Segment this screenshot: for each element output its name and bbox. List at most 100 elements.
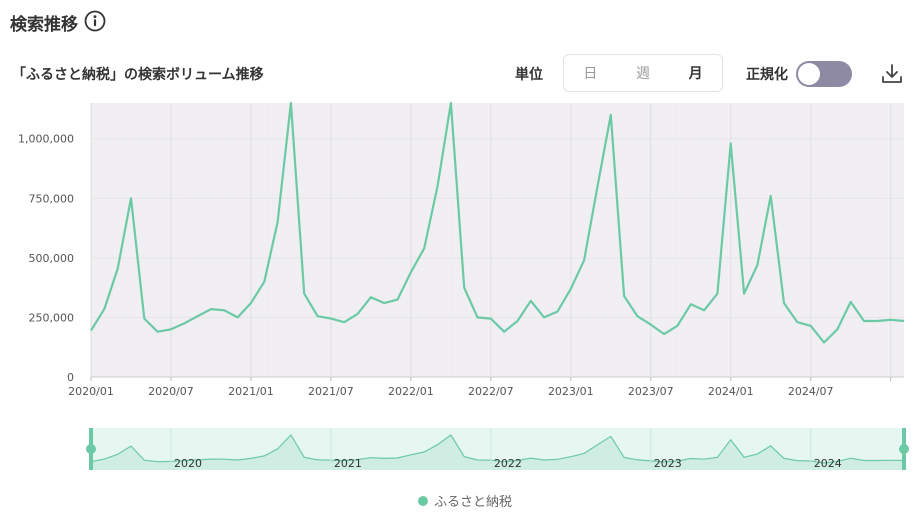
unit-option-week[interactable]: 週 xyxy=(635,66,650,82)
data-point[interactable] xyxy=(702,308,707,313)
unit-label: 単位 xyxy=(515,67,543,83)
data-point[interactable] xyxy=(635,314,640,319)
data-point[interactable] xyxy=(875,319,880,324)
download-icon[interactable] xyxy=(880,62,904,86)
data-point[interactable] xyxy=(768,193,773,198)
navigator-range[interactable] xyxy=(91,428,904,470)
section-title: 検索推移 xyxy=(10,15,78,35)
data-point[interactable] xyxy=(742,291,747,296)
data-point[interactable] xyxy=(502,329,507,334)
data-point[interactable] xyxy=(102,307,107,312)
data-point[interactable] xyxy=(155,329,160,334)
legend-label: ふるさと納税 xyxy=(434,495,513,510)
data-point[interactable] xyxy=(195,314,200,319)
data-point[interactable] xyxy=(582,258,587,263)
unit-selector[interactable]: 日 週 月 xyxy=(563,54,723,92)
data-point[interactable] xyxy=(555,309,560,314)
legend[interactable]: ふるさと納税 xyxy=(418,491,512,510)
data-point[interactable] xyxy=(368,295,373,300)
data-point[interactable] xyxy=(288,101,293,106)
data-point[interactable] xyxy=(235,315,240,320)
data-point[interactable] xyxy=(262,279,267,284)
data-point[interactable] xyxy=(115,266,120,271)
data-point[interactable] xyxy=(515,319,520,324)
x-tick-label: 2020/07 xyxy=(148,385,194,398)
data-point[interactable] xyxy=(209,307,214,312)
data-point[interactable] xyxy=(662,332,667,337)
normalize-label: 正規化 xyxy=(746,67,788,83)
data-point[interactable] xyxy=(89,328,94,333)
x-tick-label: 2022/07 xyxy=(468,385,514,398)
navigator-handle-knob[interactable] xyxy=(899,444,909,454)
chart-title: 「ふるさと納税」の検索ボリューム推移 xyxy=(12,67,264,83)
unit-option-month[interactable]: 月 xyxy=(688,66,703,82)
navigator-year-label: 2020 xyxy=(174,457,202,470)
data-point[interactable] xyxy=(595,184,600,189)
navigator-year-label: 2021 xyxy=(334,457,362,470)
data-point[interactable] xyxy=(648,322,653,327)
data-point[interactable] xyxy=(528,298,533,303)
data-point[interactable] xyxy=(542,315,547,320)
data-point[interactable] xyxy=(715,291,720,296)
data-point[interactable] xyxy=(222,308,227,313)
data-point[interactable] xyxy=(142,316,147,321)
unit-option-day[interactable]: 日 xyxy=(583,66,598,82)
data-point[interactable] xyxy=(129,196,134,201)
data-point[interactable] xyxy=(888,317,893,322)
data-point[interactable] xyxy=(169,327,174,332)
data-point[interactable] xyxy=(382,301,387,306)
x-tick-label: 2023/07 xyxy=(628,385,674,398)
data-point[interactable] xyxy=(448,101,453,106)
y-tick-label: 750,000 xyxy=(29,192,75,205)
data-point[interactable] xyxy=(488,316,493,321)
data-point[interactable] xyxy=(622,294,627,299)
data-point[interactable] xyxy=(568,286,573,291)
data-point[interactable] xyxy=(608,112,613,117)
y-tick-label: 1,000,000 xyxy=(18,133,74,146)
navigator-year-label: 2024 xyxy=(814,457,842,470)
data-point[interactable] xyxy=(675,323,680,328)
x-tick-label: 2024/01 xyxy=(708,385,754,398)
data-point[interactable] xyxy=(315,314,320,319)
navigator-line xyxy=(90,434,905,464)
data-point[interactable] xyxy=(728,141,733,146)
data-point[interactable] xyxy=(848,299,853,304)
data-point[interactable] xyxy=(822,340,827,345)
series-line-furusato xyxy=(90,101,905,344)
y-tick-label: 500,000 xyxy=(29,252,75,265)
data-point[interactable] xyxy=(782,301,787,306)
data-point[interactable] xyxy=(862,319,867,324)
x-tick-label: 2021/01 xyxy=(228,385,274,398)
data-point[interactable] xyxy=(795,320,800,325)
normalize-toggle[interactable] xyxy=(796,61,852,87)
x-tick-label: 2020/01 xyxy=(68,385,114,398)
x-tick-label: 2024/07 xyxy=(788,385,834,398)
data-point[interactable] xyxy=(902,319,907,324)
x-tick-label: 2021/07 xyxy=(308,385,354,398)
data-point[interactable] xyxy=(835,327,840,332)
data-point[interactable] xyxy=(355,311,360,316)
legend-swatch xyxy=(418,495,428,506)
navigator-handle-knob[interactable] xyxy=(86,444,96,454)
data-point[interactable] xyxy=(408,270,413,275)
y-tick-label: 0 xyxy=(67,371,74,384)
data-point[interactable] xyxy=(422,246,427,251)
data-point[interactable] xyxy=(275,220,280,225)
data-point[interactable] xyxy=(182,321,187,326)
toggle-knob xyxy=(798,63,820,85)
y-tick-label: 250,000 xyxy=(29,311,75,324)
data-point[interactable] xyxy=(342,320,347,325)
info-icon[interactable] xyxy=(84,10,106,32)
data-point[interactable] xyxy=(808,323,813,328)
data-point[interactable] xyxy=(328,316,333,321)
navigator-area xyxy=(91,435,904,470)
data-point[interactable] xyxy=(248,301,253,306)
navigator-year-label: 2022 xyxy=(494,457,522,470)
data-point[interactable] xyxy=(755,263,760,268)
data-point[interactable] xyxy=(302,291,307,296)
data-point[interactable] xyxy=(395,297,400,302)
data-point[interactable] xyxy=(462,285,467,290)
data-point[interactable] xyxy=(435,184,440,189)
data-point[interactable] xyxy=(475,315,480,320)
data-point[interactable] xyxy=(688,302,693,307)
